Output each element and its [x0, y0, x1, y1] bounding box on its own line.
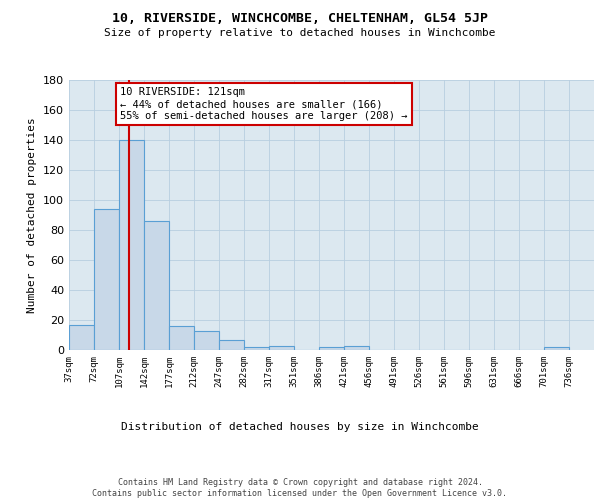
Bar: [269, 346, 295, 350]
Bar: [544, 347, 569, 350]
Text: 10 RIVERSIDE: 121sqm
← 44% of detached houses are smaller (166)
55% of semi-deta: 10 RIVERSIDE: 121sqm ← 44% of detached h…: [121, 88, 408, 120]
Bar: [219, 340, 244, 350]
Text: 10, RIVERSIDE, WINCHCOMBE, CHELTENHAM, GL54 5JP: 10, RIVERSIDE, WINCHCOMBE, CHELTENHAM, G…: [112, 12, 488, 26]
Bar: [144, 221, 169, 350]
Text: Contains HM Land Registry data © Crown copyright and database right 2024.
Contai: Contains HM Land Registry data © Crown c…: [92, 478, 508, 498]
Bar: [94, 209, 119, 350]
Bar: [119, 140, 144, 350]
Bar: [69, 324, 94, 350]
Bar: [244, 347, 269, 350]
Bar: [319, 347, 344, 350]
Bar: [169, 326, 194, 350]
Bar: [194, 330, 219, 350]
Y-axis label: Number of detached properties: Number of detached properties: [28, 117, 37, 313]
Text: Distribution of detached houses by size in Winchcombe: Distribution of detached houses by size …: [121, 422, 479, 432]
Text: Size of property relative to detached houses in Winchcombe: Size of property relative to detached ho…: [104, 28, 496, 38]
Bar: [344, 346, 368, 350]
